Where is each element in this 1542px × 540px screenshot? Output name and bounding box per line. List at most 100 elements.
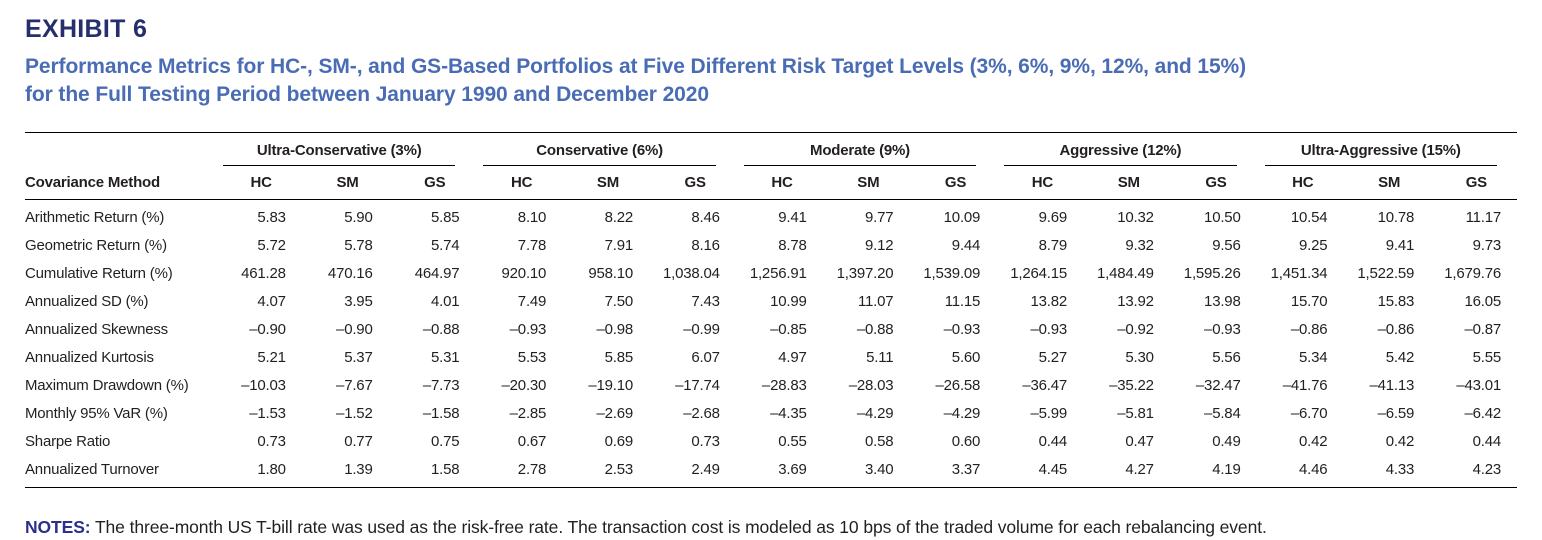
exhibit-title-line2: for the Full Testing Period between Janu…	[25, 83, 709, 106]
metric-value: 2.78	[517, 461, 547, 478]
metric-value: 15.83	[1377, 293, 1415, 310]
metric-value: 2.49	[691, 461, 720, 478]
metric-value: 1,679.76	[1444, 265, 1501, 282]
metric-value: 1.80	[257, 461, 286, 478]
metric-value: 10.54	[1290, 209, 1328, 226]
metric-value: 5.60	[951, 349, 981, 366]
metric-value: 13.92	[1117, 293, 1154, 310]
table-row: Annualized Turnover 1.80 1.39 1.58 2.78 2.53 2…	[25, 456, 1517, 488]
metric-value: 4.97	[778, 349, 807, 366]
metric-value: 1,038.04	[663, 265, 720, 282]
metric-value: 1,256.91	[749, 265, 807, 282]
row-label: Annualized Turnover	[25, 461, 159, 478]
metric-value: 4.01	[431, 293, 460, 310]
metric-value: –6.70	[1290, 405, 1328, 422]
column-header-gs: GS	[388, 166, 476, 200]
row-label: Sharpe Ratio	[25, 433, 111, 450]
metric-value: –0.88	[422, 321, 460, 338]
metric-value: –0.93	[509, 321, 547, 338]
exhibit-label: EXHIBIT 6	[25, 15, 148, 43]
metric-value: 1,451.34	[1270, 265, 1328, 282]
metric-value: –0.86	[1290, 321, 1328, 338]
metric-value: 11.07	[857, 293, 894, 310]
metric-value: –43.01	[1456, 377, 1501, 394]
metric-value: 9.41	[1385, 237, 1415, 254]
metric-value: 7.49	[517, 293, 547, 310]
metric-value: 8.78	[778, 237, 807, 254]
metric-value: –0.88	[856, 321, 894, 338]
metric-value: 5.72	[257, 237, 286, 254]
column-header-sm: SM	[562, 166, 649, 200]
exhibit-title: Performance Metrics for HC-, SM-, and GS…	[25, 53, 1517, 109]
metric-value: –0.98	[596, 321, 633, 338]
metric-value: –5.81	[1117, 405, 1154, 422]
metric-value: 1,595.26	[1183, 265, 1241, 282]
covariance-method-header: Covariance Method	[25, 166, 215, 200]
metric-value: 5.31	[431, 349, 460, 366]
metric-value: 5.74	[431, 237, 460, 254]
metric-value: –0.93	[943, 321, 981, 338]
metric-value: –5.84	[1204, 405, 1241, 422]
metric-value: 16.05	[1464, 293, 1501, 310]
metric-value: 7.91	[604, 237, 634, 254]
metric-value: 0.42	[1298, 433, 1328, 450]
metric-value: 5.85	[431, 209, 460, 226]
metric-value: 5.34	[1298, 349, 1328, 366]
table-row: Cumulative Return (%) 461.28 470.16 464.97 9…	[25, 260, 1517, 288]
exhibit-title-line1: Performance Metrics for HC-, SM-, and GS…	[25, 55, 1247, 78]
metric-value: 9.12	[865, 237, 894, 254]
metric-value: 9.73	[1472, 237, 1502, 254]
metric-value: –4.29	[856, 405, 894, 422]
metric-value: –0.85	[770, 321, 807, 338]
risk-group-header: Ultra-Aggressive (15%)	[1257, 133, 1517, 166]
metric-value: 10.99	[770, 293, 807, 310]
metric-value: –0.99	[683, 321, 720, 338]
metric-value: 10.09	[943, 209, 981, 226]
metric-value: 1,397.20	[836, 265, 894, 282]
metric-value: 0.73	[691, 433, 720, 450]
metric-value: –0.87	[1464, 321, 1501, 338]
metric-value: 3.40	[865, 461, 894, 478]
metric-value: 13.98	[1204, 293, 1241, 310]
metric-value: 0.55	[778, 433, 807, 450]
notes-label: NOTES:	[25, 517, 91, 537]
group-header-spacer	[25, 133, 215, 167]
risk-group-label: Ultra-Aggressive (15%)	[1264, 142, 1497, 166]
risk-group-label: Ultra-Conservative (3%)	[223, 142, 456, 166]
metric-value: –0.86	[1377, 321, 1415, 338]
metric-value: –4.35	[770, 405, 807, 422]
metric-value: 0.75	[431, 433, 460, 450]
row-label: Arithmetic Return (%)	[25, 209, 165, 226]
metric-value: 1.58	[431, 461, 460, 478]
column-header-hc: HC	[475, 166, 563, 200]
column-header-gs: GS	[1430, 166, 1517, 200]
metric-value: 920.10	[501, 265, 547, 282]
risk-group-header: Conservative (6%)	[475, 133, 735, 166]
risk-group-header: Ultra-Conservative (3%)	[215, 133, 475, 166]
row-label: Cumulative Return (%)	[25, 265, 173, 282]
metric-value: 8.46	[691, 209, 720, 226]
table-row: Annualized Kurtosis 5.21 5.37 5.31 5.53 5.85 6…	[25, 344, 1517, 372]
metric-value: 0.47	[1125, 433, 1154, 450]
row-label: Annualized SD (%)	[25, 293, 149, 310]
metric-value: –28.83	[761, 377, 807, 394]
metric-value: 10.32	[1117, 209, 1154, 226]
metric-value: –0.93	[1204, 321, 1241, 338]
row-label: Maximum Drawdown (%)	[25, 377, 189, 394]
row-label: Monthly 95% VaR (%)	[25, 405, 168, 422]
metric-value: –35.22	[1109, 377, 1154, 394]
metric-value: 4.46	[1298, 461, 1328, 478]
metric-value: 13.82	[1030, 293, 1067, 310]
metric-value: 4.33	[1385, 461, 1415, 478]
metric-value: –2.85	[509, 405, 547, 422]
risk-group-label: Moderate (9%)	[743, 142, 977, 166]
metric-value: 1,522.59	[1357, 265, 1415, 282]
table-row: Monthly 95% VaR (%) –1.53 –1.52 –1.58 –2.85 –…	[25, 400, 1517, 428]
metric-value: 9.32	[1125, 237, 1154, 254]
metric-value: 4.19	[1212, 461, 1241, 478]
metric-value: 0.42	[1385, 433, 1415, 450]
metric-value: 5.21	[257, 349, 286, 366]
metric-value: 9.41	[778, 209, 807, 226]
metric-value: –41.13	[1369, 377, 1415, 394]
metric-value: 1.39	[344, 461, 373, 478]
